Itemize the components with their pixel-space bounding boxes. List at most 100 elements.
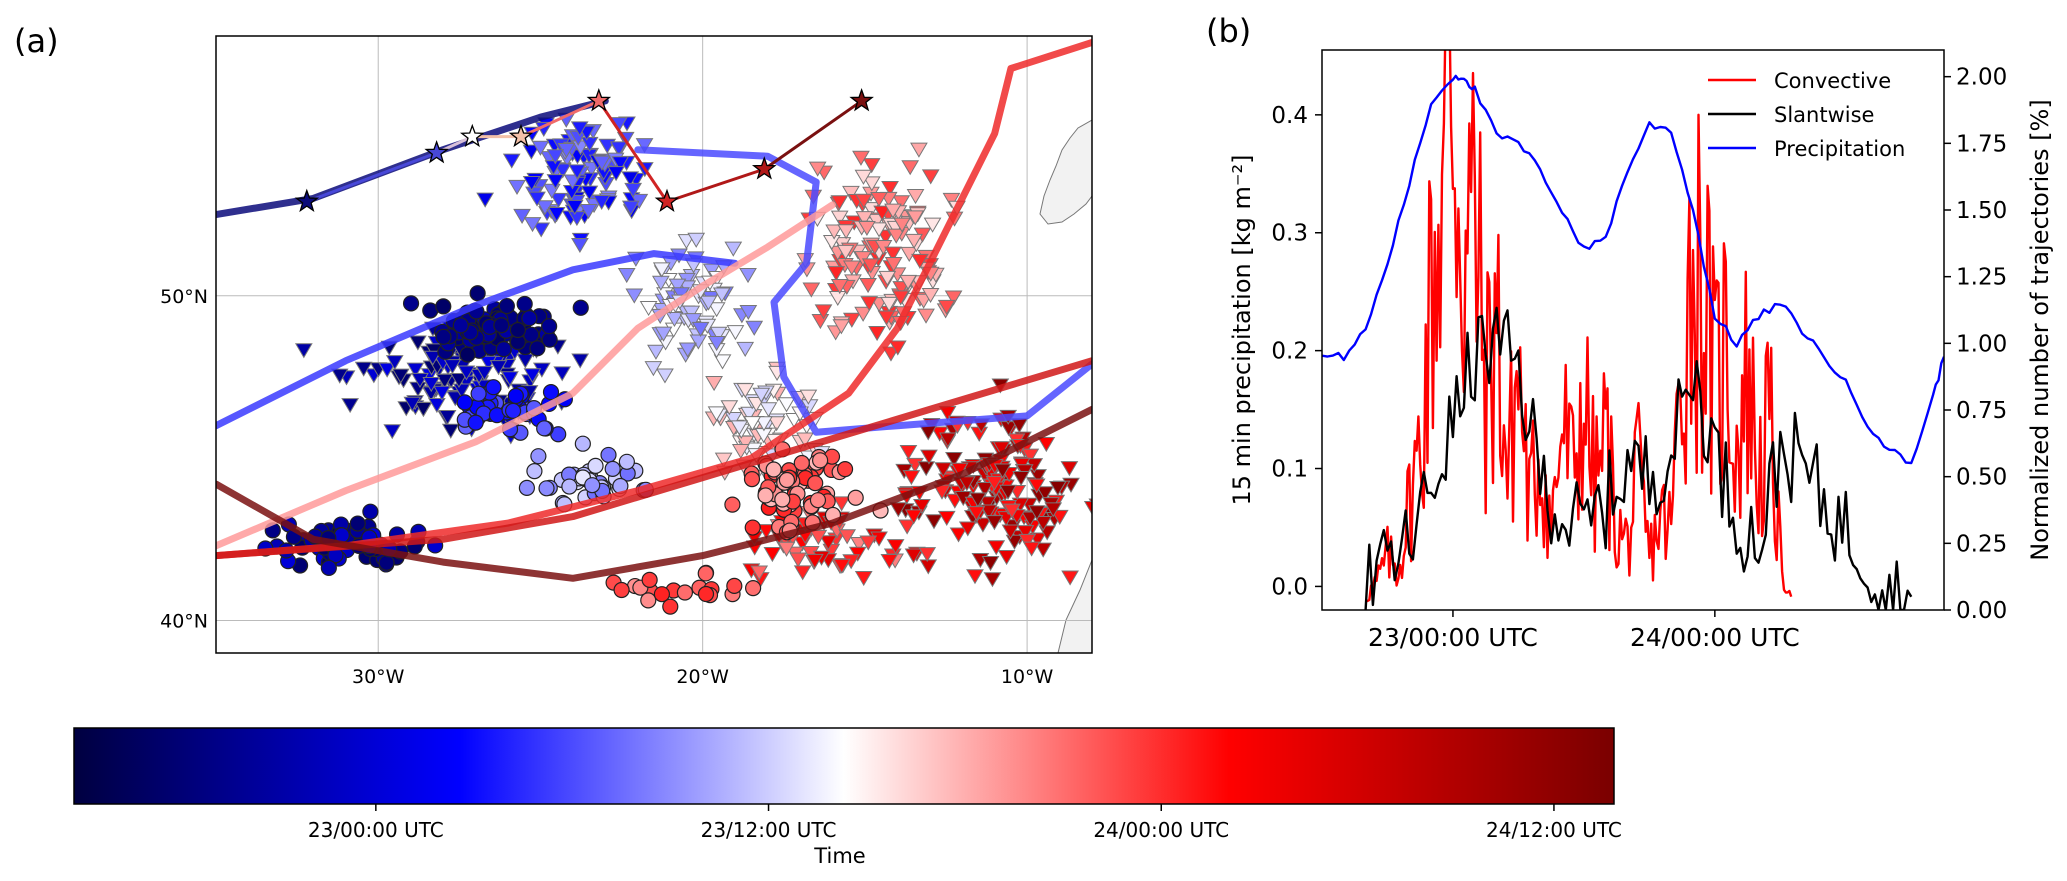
trajectory-triangle-marker [997,549,1016,566]
trajectory-triangle-marker [944,290,963,306]
trajectory-triangle-marker [819,535,838,551]
y-right-tick-label: 1.75 [1956,131,2007,157]
trajectory-triangle-marker [868,326,886,342]
trajectory-circle-marker [509,321,527,339]
trajectory-triangle-marker [508,179,526,195]
trajectory-circle-marker [467,414,484,431]
y-left-tick-label: 0.4 [1271,103,1308,129]
trajectory-circle-marker [378,554,395,571]
map-frame [215,35,1093,654]
trajectory-triangle-marker [759,402,778,418]
trajectory-circle-marker [724,496,741,513]
trajectory-triangle-marker [702,263,721,279]
trajectory-triangle-marker [854,169,873,185]
trajectory-circle-marker [349,515,366,532]
trajectory-circle-marker [662,598,679,615]
trajectory-triangle-marker [999,484,1017,500]
star-connector-line [666,167,765,204]
trajectory-triangle-marker [1027,478,1046,494]
trajectory-triangle-marker [743,416,762,432]
y-right-tick-label: 1.50 [1956,198,2007,224]
trajectory-triangle-marker [443,359,462,375]
star-connector-line [306,151,438,204]
map-y-tick-label: 40°N [160,611,208,633]
trajectory-triangle-marker [808,161,827,177]
trajectory-circle-marker [485,379,502,396]
trajectory-triangle-marker [902,470,921,486]
y-left-tick-label: 0.0 [1271,574,1308,600]
trajectory-triangle-marker [830,278,849,295]
trajectory-circle-marker [793,454,810,472]
trajectory-triangle-marker [939,432,957,448]
trajectory-circle-marker [774,491,791,508]
trajectory-triangle-marker [958,521,977,537]
trajectory-triangle-marker [957,476,976,492]
trajectory-triangle-marker [745,320,764,336]
trajectory-triangle-marker [1037,437,1056,453]
trajectory-triangle-marker [691,321,710,337]
trajectory-triangle-marker [809,529,828,545]
trajectory-triangle-marker [1001,524,1020,540]
trajectory-circle-marker [640,592,657,609]
trajectory-track-line [216,357,1092,560]
trajectory-track-line [634,146,1092,436]
trajectory-triangle-marker [1012,470,1030,487]
trajectory-triangle-marker [726,325,745,341]
trajectory-triangle-marker [568,164,586,180]
trajectory-triangle-marker [736,383,755,399]
trajectory-triangle-marker [1003,503,1021,519]
trajectory-triangle-marker [656,368,674,384]
trajectory-triangle-marker [553,366,572,382]
trajectory-triangle-marker [476,192,495,208]
trajectory-triangle-marker [789,552,807,568]
trajectory-triangle-marker [981,555,1000,572]
trajectory-triangle-marker [523,217,542,233]
trajectory-circle-marker [604,460,621,477]
trajectory-star-marker [459,123,485,148]
trajectory-circle-marker [495,341,512,358]
trajectory-triangle-marker [917,308,935,324]
trajectory-circle-marker [812,452,829,469]
trajectory-triangle-marker [523,368,542,384]
colorbar-ticks: 23/00:00 UTC 23/12:00 UTC 24/00:00 UTC 24/1… [308,804,1622,842]
trajectory-circle-marker [600,446,617,464]
trajectory-triangle-marker [422,376,441,393]
trajectory-triangle-marker [522,175,541,192]
trajectory-triangle-marker [621,171,640,187]
trajectory-triangle-marker [724,412,743,428]
trajectory-triangle-marker [880,553,899,570]
trajectory-circle-marker [435,298,452,315]
trajectory-triangle-marker [974,517,992,533]
trajectory-triangle-marker [898,519,916,535]
trajectory-triangle-marker [592,194,611,211]
trajectory-triangle-marker [570,121,589,137]
trajectory-triangle-marker [452,383,471,399]
trajectory-triangle-marker [886,539,905,555]
trajectory-circle-marker [572,299,589,316]
trajectory-circle-marker [836,461,854,478]
trajectory-circle-marker [542,383,560,401]
trajectory-triangle-marker [383,424,402,440]
trajectory-triangle-marker [832,558,851,574]
trajectory-star-marker [424,139,449,164]
colorbar: 23/00:00 UTC 23/12:00 UTC 24/00:00 UTC 24/1… [73,727,1622,868]
trajectory-triangle-marker [705,376,723,392]
series-line-convective [1365,50,1793,603]
trajectory-circle-marker [584,477,601,494]
map-x-tick-label: 10°W [1001,666,1054,688]
trajectory-triangle-marker [546,149,565,165]
trajectory-triangle-marker [901,160,920,176]
trajectory-circle-marker [459,346,476,363]
trajectory-triangle-marker [724,241,743,257]
trajectory-triangle-marker [854,571,873,587]
trajectory-triangle-marker [830,195,849,211]
trajectory-triangle-marker [624,182,643,198]
trajectory-triangle-marker [937,510,956,527]
trajectory-triangle-marker [579,203,598,220]
trajectory-triangle-marker [750,565,769,581]
trajectory-stars [294,87,874,213]
trajectory-triangle-marker [854,306,872,322]
trajectory-circle-marker [435,328,452,345]
trajectory-triangle-marker [942,192,961,208]
